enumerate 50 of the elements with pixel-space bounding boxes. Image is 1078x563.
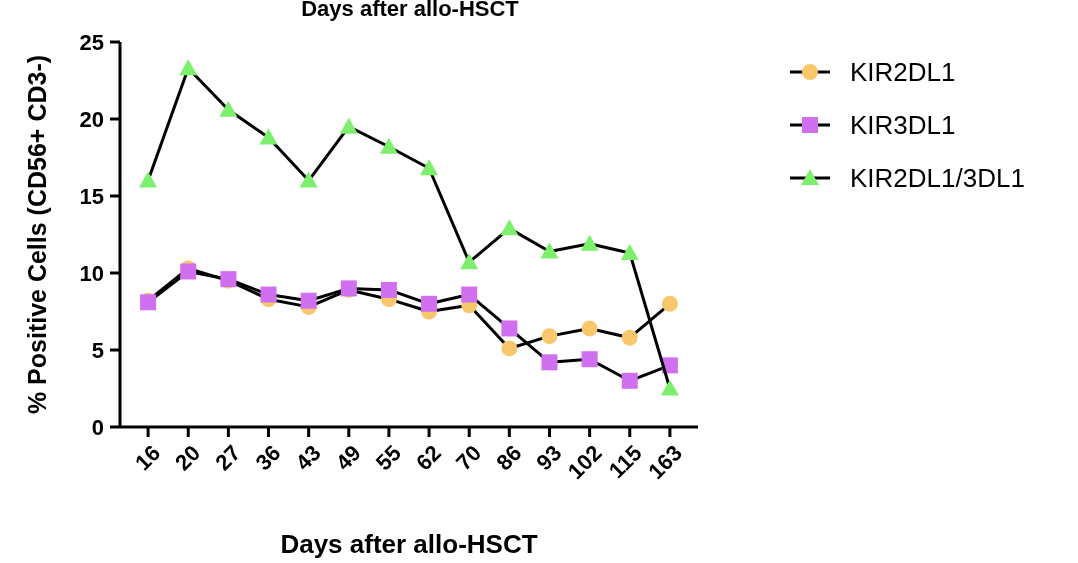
point [420, 159, 439, 176]
x-tick-label: 16 [130, 440, 166, 476]
legend-label: KIR2DL1/3DL1 [850, 163, 1025, 194]
y-tick-label: 15 [79, 183, 104, 209]
x-tick-label: 55 [370, 440, 406, 476]
x-axis-title: Days after allo-HSCT [280, 529, 538, 559]
point [339, 117, 358, 134]
point [540, 242, 559, 259]
point [581, 351, 598, 368]
point [379, 137, 398, 154]
point [380, 281, 397, 298]
point [460, 253, 479, 270]
point [299, 171, 318, 188]
x-tick-label: 86 [491, 440, 527, 476]
point [500, 219, 519, 236]
x-tick-label: 36 [250, 440, 286, 476]
point [660, 379, 679, 396]
x-tick-label: 27 [210, 440, 246, 476]
point [541, 328, 558, 345]
y-axis-title: % Positive Cells (CD56+ CD3-) [23, 54, 51, 415]
point [661, 295, 678, 312]
y-tick-label: 0 [91, 414, 104, 440]
point [501, 320, 518, 337]
x-tick-label: 20 [170, 440, 206, 476]
x-tick-label: 70 [451, 440, 487, 476]
x-tick-label: 49 [330, 440, 366, 476]
point [259, 128, 278, 145]
x-tick-label: 43 [290, 440, 326, 476]
point [421, 295, 438, 312]
x-tick-label: 62 [411, 440, 447, 476]
point [501, 340, 518, 357]
y-tick-label: 20 [79, 106, 104, 132]
point [300, 292, 317, 309]
point [260, 286, 277, 303]
point [541, 354, 558, 371]
point [139, 171, 158, 188]
chart-title: Days after allo-HSCT [301, 0, 520, 21]
point [621, 372, 638, 389]
point [620, 243, 639, 260]
point [621, 329, 638, 346]
point [219, 100, 238, 117]
point [461, 286, 478, 303]
y-tick-label: 25 [79, 29, 104, 55]
y-tick-label: 5 [91, 337, 104, 363]
legend-label: KIR3DL1 [850, 110, 956, 141]
point [179, 59, 198, 76]
legend-label: KIR2DL1 [850, 57, 956, 88]
point [580, 234, 599, 251]
y-tick-label: 10 [79, 260, 104, 286]
point [581, 320, 598, 337]
